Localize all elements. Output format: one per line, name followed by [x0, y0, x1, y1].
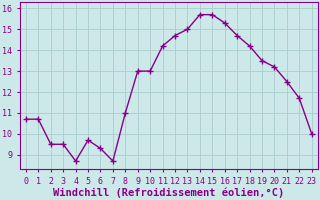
X-axis label: Windchill (Refroidissement éolien,°C): Windchill (Refroidissement éolien,°C) — [53, 187, 284, 198]
